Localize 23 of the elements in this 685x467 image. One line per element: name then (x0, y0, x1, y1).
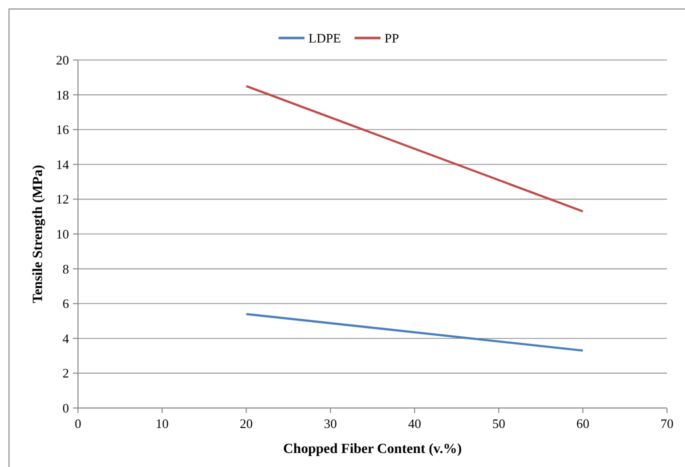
y-tick-label: 2 (62, 366, 69, 381)
y-tick-label: 16 (56, 122, 70, 138)
x-tick-label: 30 (324, 416, 337, 431)
y-tick-label: 6 (62, 296, 70, 312)
y-tick-label: 8 (62, 261, 69, 276)
y-tick-label: 10 (56, 226, 69, 242)
x-tick-label: 40 (408, 416, 422, 431)
x-tick-label: 10 (156, 416, 169, 431)
x-tick-label: 0 (74, 416, 82, 431)
legend-label: PP (384, 30, 399, 46)
y-tick-label: 18 (56, 87, 69, 102)
legend-label: LDPE (308, 30, 342, 46)
y-tick-label: 12 (56, 192, 69, 207)
x-tick-label: 50 (492, 416, 506, 431)
y-tick-label: 4 (62, 330, 70, 346)
x-axis-title: Chopped Fiber Content (v.%) (283, 442, 462, 457)
y-tick-label: 14 (56, 156, 70, 172)
x-tick-label: 70 (660, 416, 674, 431)
x-tick-label: 20 (240, 416, 253, 431)
y-tick-label: 0 (62, 400, 69, 416)
y-tick-label: 20 (56, 52, 69, 68)
y-axis-title: Tensile Strength (MPa) (31, 164, 46, 304)
x-tick-label: 60 (576, 416, 590, 431)
